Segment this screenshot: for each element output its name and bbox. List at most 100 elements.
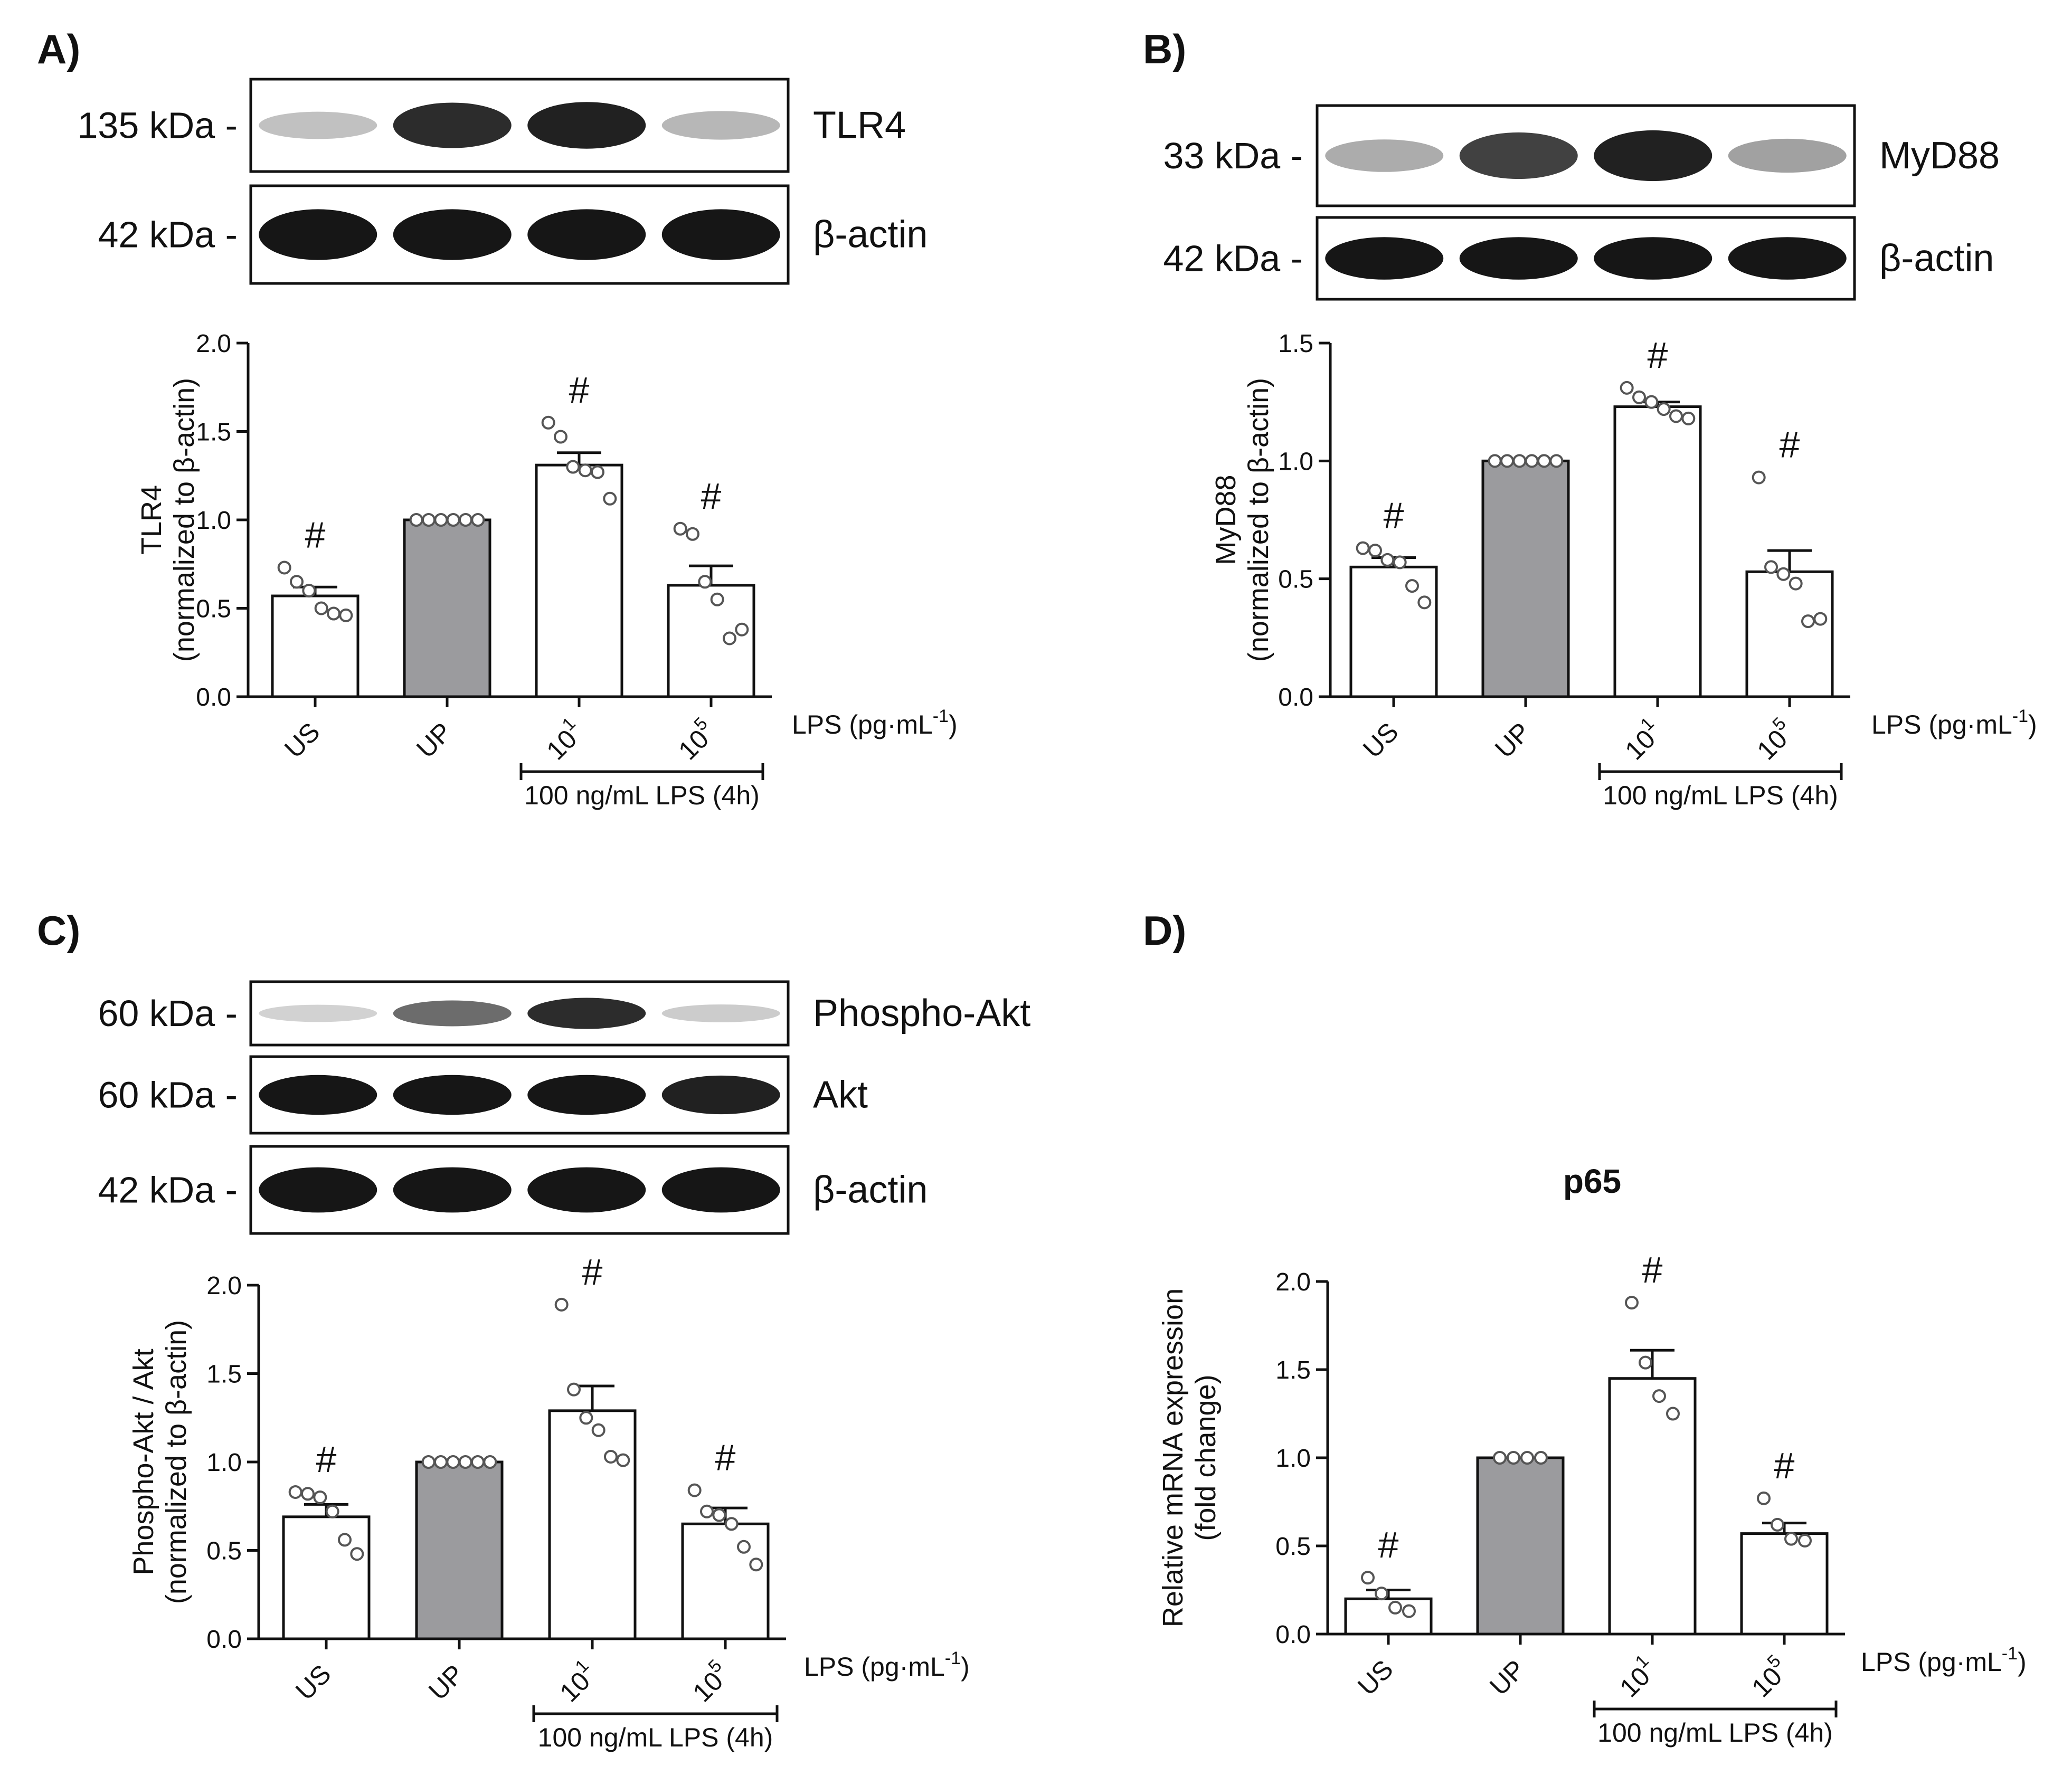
lps-axis-note-end: )	[961, 1652, 970, 1682]
y-tick-label: 2.0	[1275, 1268, 1311, 1296]
significance-marker: #	[305, 514, 326, 555]
significance-marker: #	[1648, 335, 1668, 376]
y-axis-label-units: (fold change)	[1190, 1374, 1222, 1541]
lps-axis-note: LPS (pg·mL-1)	[804, 1648, 970, 1682]
data-point	[1776, 567, 1791, 581]
data-point	[1632, 390, 1647, 404]
bar-chart-b: 0.0 0.5 1.0 1.5 MyD88 (normalized to β-actin)…	[1210, 330, 2037, 810]
bar	[1740, 1532, 1829, 1636]
x-category-label: 101	[1611, 1651, 1663, 1703]
protein-band	[1594, 237, 1713, 280]
protein-band	[527, 102, 646, 149]
data-point	[749, 1558, 763, 1572]
data-point	[1488, 454, 1502, 468]
bar	[667, 584, 755, 698]
bar	[1349, 565, 1438, 698]
significance-marker: #	[582, 1251, 603, 1293]
lps-axis-note-sup: -1	[945, 1648, 961, 1668]
lps-axis-note-sup: -1	[2012, 706, 2028, 726]
lps-axis-note-text: LPS (pg·mL	[792, 710, 933, 739]
data-point	[277, 561, 291, 575]
data-point	[1512, 454, 1527, 468]
data-point	[1405, 579, 1419, 593]
data-point	[590, 465, 604, 479]
lps-axis-note-end: )	[2018, 1647, 2027, 1677]
bar	[415, 1460, 504, 1640]
data-point	[567, 1382, 581, 1397]
data-point	[591, 1423, 605, 1437]
data-point	[686, 527, 700, 541]
data-point	[1493, 1451, 1507, 1465]
data-point	[325, 1504, 339, 1518]
protein-band	[527, 1075, 646, 1115]
data-point	[1652, 1389, 1666, 1403]
y-tick-label: 1.0	[1278, 448, 1313, 476]
data-point	[313, 1490, 327, 1504]
data-point	[1520, 1451, 1534, 1465]
molecular-weight-label: 42 kDa -	[1163, 238, 1303, 279]
protein-band	[259, 1075, 377, 1115]
x-category-label: UP	[423, 1659, 470, 1706]
protein-band	[661, 209, 780, 260]
western-blot-c: 60 kDa - Phospho-Akt 60 kDa - Akt 42 kDa - β-…	[98, 980, 1030, 1235]
data-point	[1417, 595, 1432, 610]
panel-label-b: B)	[1143, 26, 1186, 72]
data-point	[673, 521, 687, 536]
x-category-label: 101	[551, 1656, 603, 1708]
data-point	[337, 1533, 352, 1547]
data-point	[700, 1504, 714, 1518]
bar	[681, 1522, 770, 1640]
data-point	[603, 491, 617, 506]
y-tick-label: 1.5	[206, 1361, 242, 1389]
kda-dash: -	[1280, 238, 1303, 279]
western-blot-b: 33 kDa - MyD88 42 kDa - β-actin	[1163, 104, 2000, 301]
y-tick-label: 0.0	[206, 1626, 242, 1654]
molecular-weight-label: 60 kDa -	[98, 1075, 238, 1116]
protein-band	[1728, 237, 1847, 280]
lps-axis-note: LPS (pg·mL-1)	[792, 706, 958, 739]
category-text: US	[1352, 1654, 1399, 1701]
data-point	[1669, 409, 1683, 423]
bar	[548, 1409, 637, 1640]
y-tick-label: 1.0	[196, 507, 231, 535]
data-point	[434, 1455, 448, 1469]
data-point	[722, 631, 736, 645]
data-point	[578, 463, 592, 478]
bar	[1608, 1377, 1697, 1636]
data-point	[541, 415, 555, 430]
protein-band	[259, 111, 377, 139]
y-tick-label: 0.5	[206, 1537, 242, 1565]
kda-value: 42 kDa	[1163, 238, 1280, 279]
kda-value: 60 kDa	[98, 993, 215, 1034]
lps-axis-note-text: LPS (pg·mL	[1871, 710, 2012, 739]
data-point	[434, 513, 448, 527]
data-point	[470, 1455, 485, 1469]
protein-band	[1459, 132, 1578, 179]
significance-marker: #	[715, 1437, 736, 1478]
data-point	[736, 1540, 751, 1554]
y-axis-label-units: (normalized to β-actin)	[160, 1320, 192, 1604]
lps-axis-note: LPS (pg·mL-1)	[1861, 1644, 2027, 1677]
data-point	[1771, 1517, 1784, 1532]
data-point	[1393, 555, 1407, 569]
category-text: UP	[411, 717, 458, 764]
protein-band	[661, 1075, 780, 1115]
kda-dash: -	[215, 993, 238, 1034]
significance-marker: #	[1384, 495, 1404, 536]
x-category-label: UP	[1489, 717, 1536, 764]
data-point	[326, 606, 340, 621]
category-text: UP	[1489, 717, 1536, 764]
protein-band	[661, 1004, 780, 1022]
y-axis-label: Phospho-Akt / Akt	[128, 1349, 159, 1575]
kda-dash: -	[215, 1075, 238, 1116]
protein-band	[1728, 138, 1847, 173]
data-point	[735, 622, 749, 637]
y-tick-label: 0.0	[1278, 683, 1313, 711]
category-text: US	[279, 717, 326, 764]
data-point	[1380, 553, 1395, 567]
data-point	[712, 1508, 726, 1522]
x-category-label: 105	[1748, 714, 1800, 766]
data-point	[446, 513, 460, 527]
protein-band	[527, 998, 646, 1029]
